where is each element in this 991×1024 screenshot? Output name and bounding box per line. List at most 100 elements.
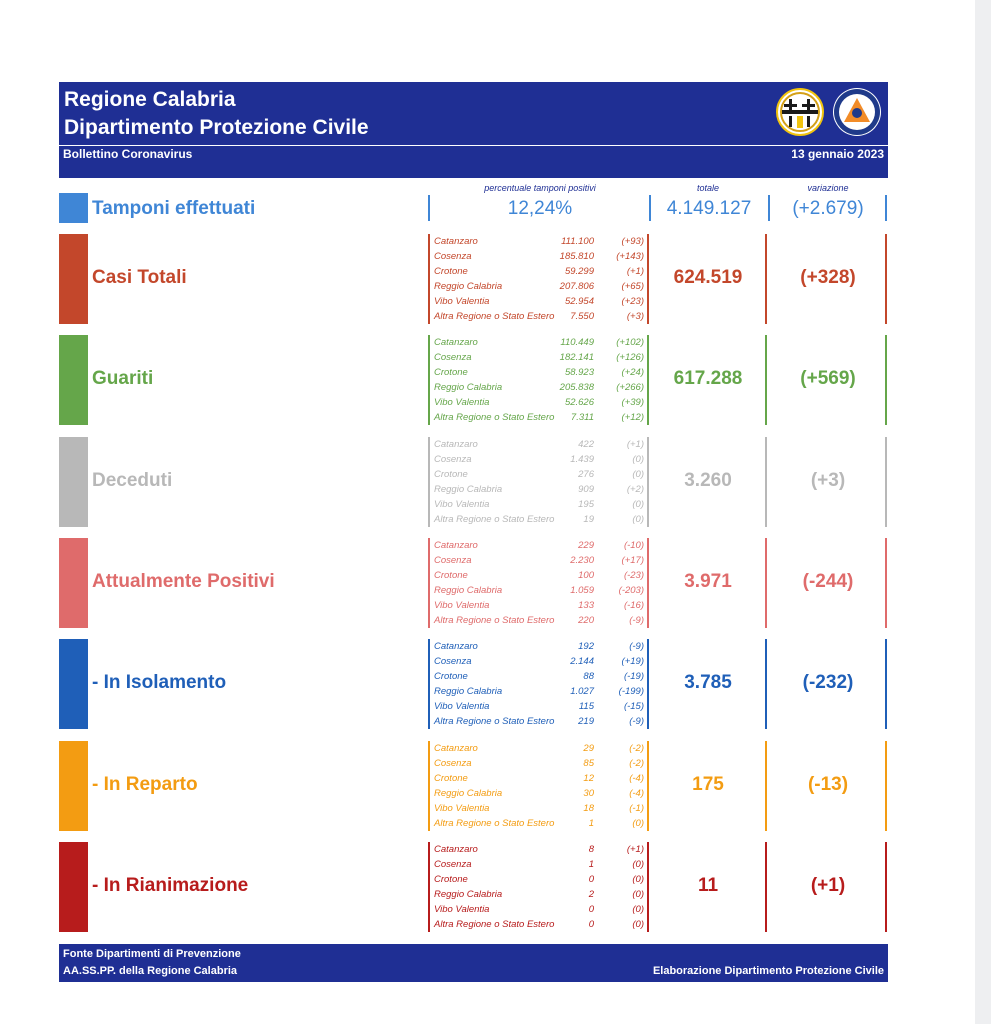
- section-divider: [647, 538, 649, 628]
- province-name: Vibo Valentia: [434, 600, 490, 611]
- province-value: 2: [588, 889, 594, 900]
- province-row: Cosenza 2.230 (+17): [432, 553, 648, 568]
- province-delta: (+2): [626, 484, 644, 495]
- section-variation: (+1): [810, 875, 846, 896]
- province-row: Vibo Valentia 195 (0): [432, 497, 648, 512]
- section-total: 3.785: [684, 672, 732, 693]
- province-row: Crotone 88 (-19): [432, 669, 648, 684]
- section-divider: [885, 234, 887, 324]
- section-divider: [765, 437, 767, 527]
- province-row: Catanzaro 229 (-10): [432, 538, 648, 553]
- province-row: Altra Regione o Stato Estero 1 (0): [432, 816, 648, 831]
- province-breakdown: Catanzaro 229 (-10) Cosenza 2.230 (+17) Croton…: [432, 538, 648, 628]
- province-row: Catanzaro 111.100 (+93): [432, 234, 648, 249]
- section-variation: (-232): [802, 672, 854, 693]
- province-row: Crotone 276 (0): [432, 467, 648, 482]
- province-name: Reggio Calabria: [434, 889, 503, 900]
- province-breakdown: Catanzaro 111.100 (+93) Cosenza 185.810 (+143…: [432, 234, 648, 324]
- col-head-variation: variazione: [807, 183, 849, 193]
- province-delta: (-2): [629, 758, 644, 769]
- province-name: Altra Regione o Stato Estero: [434, 615, 555, 626]
- province-value: 0: [588, 919, 594, 930]
- region-title: Regione Calabria: [64, 88, 236, 111]
- province-delta: (+12): [621, 412, 644, 423]
- section-divider: [647, 234, 649, 324]
- province-row: Catanzaro 110.449 (+102): [432, 335, 648, 350]
- province-value: 111.100: [561, 236, 594, 247]
- province-row: Crotone 58.923 (+24): [432, 365, 648, 380]
- section-total: 175: [692, 774, 724, 795]
- section-divider: [765, 234, 767, 324]
- province-delta: (-2): [629, 743, 644, 754]
- tamponi-label: Tamponi effettuati: [92, 198, 256, 219]
- tamponi-divider: [649, 195, 651, 221]
- province-row: Vibo Valentia 115 (-15): [432, 699, 648, 714]
- section-total: 624.519: [673, 267, 743, 288]
- tamponi-variation: (+2.679): [792, 198, 864, 219]
- province-breakdown: Catanzaro 110.449 (+102) Cosenza 182.141 (+12…: [432, 335, 648, 425]
- province-row: Reggio Calabria 2 (0): [432, 887, 648, 902]
- province-row: Vibo Valentia 52.626 (+39): [432, 395, 648, 410]
- province-row: Crotone 0 (0): [432, 872, 648, 887]
- province-row: Cosenza 185.810 (+143): [432, 249, 648, 264]
- province-name: Vibo Valentia: [434, 904, 490, 915]
- province-name: Cosenza: [434, 656, 472, 667]
- province-delta: (-203): [618, 585, 644, 596]
- province-name: Catanzaro: [434, 439, 478, 450]
- province-value: 52.626: [564, 397, 594, 408]
- section-divider: [647, 437, 649, 527]
- province-value: 115: [578, 701, 594, 712]
- col-head-pct: percentuale tamponi positivi: [484, 183, 596, 193]
- section-casi-totali: Casi Totali Catanzaro 111.100 (+93) Cosenza 1…: [59, 234, 888, 324]
- province-row: Catanzaro 29 (-2): [432, 741, 648, 756]
- province-delta: (-9): [629, 716, 644, 727]
- province-row: Altra Regione o Stato Estero 19 (0): [432, 512, 648, 527]
- province-row: Catanzaro 422 (+1): [432, 437, 648, 452]
- section-rianimazione: - In Rianimazione Catanzaro 8 (+1) Cosenza 1 (…: [59, 842, 888, 932]
- section-divider: [647, 335, 649, 425]
- province-delta: (-9): [629, 641, 644, 652]
- province-delta: (-1): [629, 803, 644, 814]
- province-row: Crotone 100 (-23): [432, 568, 648, 583]
- bulletin-subtitle: Bollettino Coronavirus: [63, 147, 193, 161]
- province-value: 29: [583, 743, 594, 754]
- province-delta: (-4): [629, 773, 644, 784]
- province-delta: (+1): [626, 266, 644, 277]
- section-divider: [647, 741, 649, 831]
- province-row: Vibo Valentia 133 (-16): [432, 598, 648, 613]
- province-row: Catanzaro 192 (-9): [432, 639, 648, 654]
- section-divider: [885, 842, 887, 932]
- bulletin-date: 13 gennaio 2023: [791, 147, 884, 161]
- province-value: 2.230: [570, 555, 594, 566]
- section-divider: [885, 437, 887, 527]
- province-delta: (0): [632, 904, 644, 915]
- section-color-square: [59, 639, 88, 729]
- province-value: 192: [578, 641, 594, 652]
- province-name: Vibo Valentia: [434, 296, 490, 307]
- province-delta: (+17): [621, 555, 644, 566]
- province-name: Reggio Calabria: [434, 382, 503, 393]
- section-divider: [765, 842, 767, 932]
- province-name: Vibo Valentia: [434, 701, 490, 712]
- section-color-square: [59, 741, 88, 831]
- section-divider: [428, 538, 430, 628]
- section-divider: [428, 741, 430, 831]
- province-value: 205.838: [559, 382, 594, 393]
- province-value: 7.550: [570, 311, 594, 322]
- section-divider: [428, 335, 430, 425]
- section-label: Casi Totali: [92, 267, 187, 288]
- province-row: Reggio Calabria 207.806 (+65): [432, 279, 648, 294]
- province-value: 30: [583, 788, 594, 799]
- province-value: 422: [578, 439, 594, 450]
- province-delta: (+3): [626, 311, 644, 322]
- section-attualmente-positivi: Attualmente Positivi Catanzaro 229 (-10) Cos…: [59, 538, 888, 628]
- section-divider: [647, 639, 649, 729]
- province-value: 88: [583, 671, 594, 682]
- province-delta: (0): [632, 499, 644, 510]
- bulletin-header: Regione Calabria Dipartimento Protezione…: [59, 82, 888, 164]
- province-delta: (-23): [623, 570, 644, 581]
- province-value: 229: [578, 540, 594, 551]
- section-label: - In Reparto: [92, 774, 198, 795]
- section-variation: (-244): [802, 571, 854, 592]
- province-name: Altra Regione o Stato Estero: [434, 514, 555, 525]
